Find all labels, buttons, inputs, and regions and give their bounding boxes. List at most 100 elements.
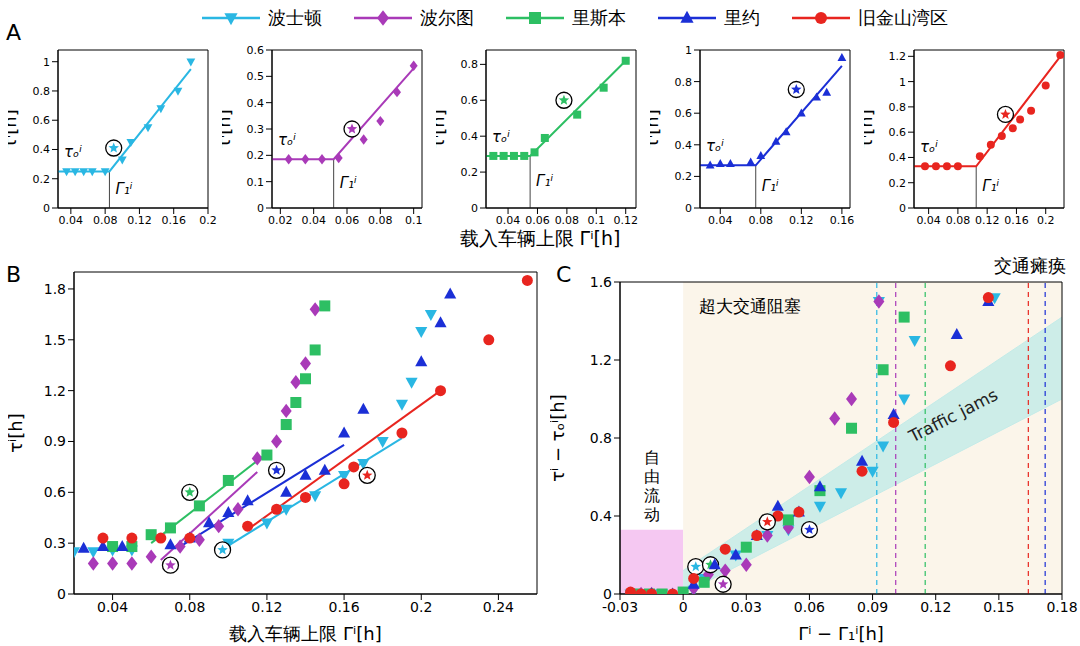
svg-text:0.06: 0.06 [525, 214, 550, 227]
svg-text:0.1: 0.1 [247, 176, 265, 189]
svg-text:0.3: 0.3 [44, 535, 66, 551]
svg-text:动: 动 [644, 505, 660, 524]
svg-text:Traffic jams: Traffic jams [905, 384, 1002, 446]
svg-text:0.2: 0.2 [410, 599, 432, 615]
svg-text:0.04: 0.04 [97, 599, 128, 615]
svg-text:0.12: 0.12 [920, 599, 951, 615]
svg-text:0.2: 0.2 [247, 149, 265, 162]
svg-text:0.16: 0.16 [830, 214, 855, 227]
svg-text:0.08: 0.08 [749, 214, 774, 227]
svg-text:1.5: 1.5 [44, 332, 66, 348]
svg-text:0.08: 0.08 [946, 214, 971, 227]
svg-text:0.1: 0.1 [405, 214, 423, 227]
svg-text:0.02: 0.02 [268, 214, 293, 227]
svg-text:τₒⁱ: τₒⁱ [706, 137, 724, 155]
svg-text:0.16: 0.16 [161, 214, 186, 227]
svg-text:0.8: 0.8 [33, 85, 51, 98]
svg-text:0.24: 0.24 [483, 599, 514, 615]
svg-text:τⁱ[h]: τⁱ[h] [864, 109, 876, 149]
svg-text:0.04: 0.04 [496, 214, 521, 227]
svg-text:0.03: 0.03 [731, 599, 762, 615]
svg-text:0.2: 0.2 [675, 170, 693, 183]
svg-text:τₒⁱ: τₒⁱ [278, 131, 296, 149]
svg-text:1: 1 [899, 76, 906, 89]
svg-text:载入车辆上限 Γⁱ[h]: 载入车辆上限 Γⁱ[h] [229, 623, 381, 644]
svg-text:0.12: 0.12 [789, 214, 814, 227]
svg-text:0.6: 0.6 [889, 126, 907, 139]
svg-text:0.2: 0.2 [889, 177, 907, 190]
svg-text:0.2: 0.2 [33, 173, 51, 186]
svg-text:τₒⁱ: τₒⁱ [492, 128, 510, 146]
svg-text:流: 流 [644, 486, 660, 505]
svg-text:τⁱ[h]: τⁱ[h] [8, 413, 26, 453]
svg-text:τⁱ[h]: τⁱ[h] [222, 109, 234, 149]
svg-text:0.06: 0.06 [335, 214, 360, 227]
svg-text:τⁱ[h]: τⁱ[h] [436, 109, 448, 149]
svg-text:1: 1 [685, 44, 692, 57]
svg-text:0.5: 0.5 [247, 70, 265, 83]
svg-text:0.6: 0.6 [247, 44, 265, 57]
svg-text:Γ₁ⁱ: Γ₁ⁱ [115, 180, 132, 198]
svg-text:1.2: 1.2 [44, 383, 66, 399]
svg-text:0: 0 [57, 586, 66, 602]
svg-text:0.06: 0.06 [794, 599, 825, 615]
svg-text:0.12: 0.12 [975, 214, 1000, 227]
svg-text:0.8: 0.8 [889, 101, 907, 114]
svg-text:0.04: 0.04 [708, 214, 733, 227]
svg-text:0.6: 0.6 [461, 94, 479, 107]
svg-text:0.4: 0.4 [889, 151, 907, 164]
svg-text:τₒⁱ: τₒⁱ [920, 138, 938, 156]
svg-text:0.8: 0.8 [675, 76, 693, 89]
svg-text:Γⁱ − Γ₁ⁱ[h]: Γⁱ − Γ₁ⁱ[h] [798, 623, 884, 644]
svg-text:0.4: 0.4 [247, 97, 265, 110]
svg-text:0.4: 0.4 [33, 143, 51, 156]
svg-text:0: 0 [471, 202, 478, 215]
svg-text:超大交通阻塞: 超大交通阻塞 [699, 296, 801, 316]
svg-text:0.15: 0.15 [983, 599, 1014, 615]
svg-text:0.04: 0.04 [301, 214, 326, 227]
svg-text:0.8: 0.8 [461, 58, 479, 71]
svg-text:0: 0 [679, 599, 688, 615]
svg-text:0: 0 [257, 202, 264, 215]
svg-text:Γ₁ⁱ: Γ₁ⁱ [340, 174, 357, 192]
svg-text:τⁱ[h]: τⁱ[h] [650, 109, 662, 149]
svg-text:0.6: 0.6 [675, 107, 693, 120]
svg-text:0.3: 0.3 [247, 123, 265, 136]
svg-text:Γ₁ⁱ: Γ₁ⁱ [536, 172, 553, 190]
svg-text:0.8: 0.8 [590, 430, 612, 446]
svg-text:0.04: 0.04 [59, 214, 84, 227]
svg-text:1: 1 [43, 56, 50, 69]
svg-text:Γ₁ⁱ: Γ₁ⁱ [762, 177, 779, 195]
svg-text:0.4: 0.4 [675, 139, 693, 152]
svg-text:自: 自 [644, 448, 660, 467]
svg-text:0.6: 0.6 [33, 114, 51, 127]
svg-text:0.16: 0.16 [328, 599, 359, 615]
svg-text:0.16: 0.16 [1004, 214, 1028, 227]
svg-text:0.08: 0.08 [93, 214, 118, 227]
svg-text:0.04: 0.04 [916, 214, 941, 227]
svg-text:1.2: 1.2 [590, 352, 612, 368]
svg-text:0.1: 0.1 [588, 214, 606, 227]
svg-text:0: 0 [603, 586, 612, 602]
svg-text:0.18: 0.18 [1046, 599, 1072, 615]
svg-text:0.9: 0.9 [44, 433, 66, 449]
svg-text:0.09: 0.09 [857, 599, 888, 615]
svg-text:0: 0 [685, 202, 692, 215]
svg-text:0.6: 0.6 [44, 484, 66, 500]
svg-text:0.2: 0.2 [461, 166, 479, 179]
svg-text:0.12: 0.12 [251, 599, 282, 615]
svg-text:0.08: 0.08 [174, 599, 205, 615]
svg-text:1.6: 1.6 [590, 274, 612, 290]
svg-text:τⁱ − τₒⁱ[h]: τⁱ − τₒⁱ[h] [550, 394, 568, 482]
svg-text:τₒⁱ: τₒⁱ [64, 143, 82, 161]
svg-text:0.12: 0.12 [127, 214, 152, 227]
svg-text:0.2: 0.2 [199, 214, 217, 227]
svg-text:0.08: 0.08 [555, 214, 580, 227]
svg-text:1.2: 1.2 [889, 50, 907, 63]
svg-text:0.4: 0.4 [590, 508, 612, 524]
svg-text:0.4: 0.4 [461, 130, 479, 143]
svg-text:0.12: 0.12 [613, 214, 638, 227]
svg-text:Γ₁ⁱ: Γ₁ⁱ [982, 177, 999, 195]
svg-text:1.8: 1.8 [44, 281, 66, 297]
svg-text:0: 0 [43, 202, 50, 215]
